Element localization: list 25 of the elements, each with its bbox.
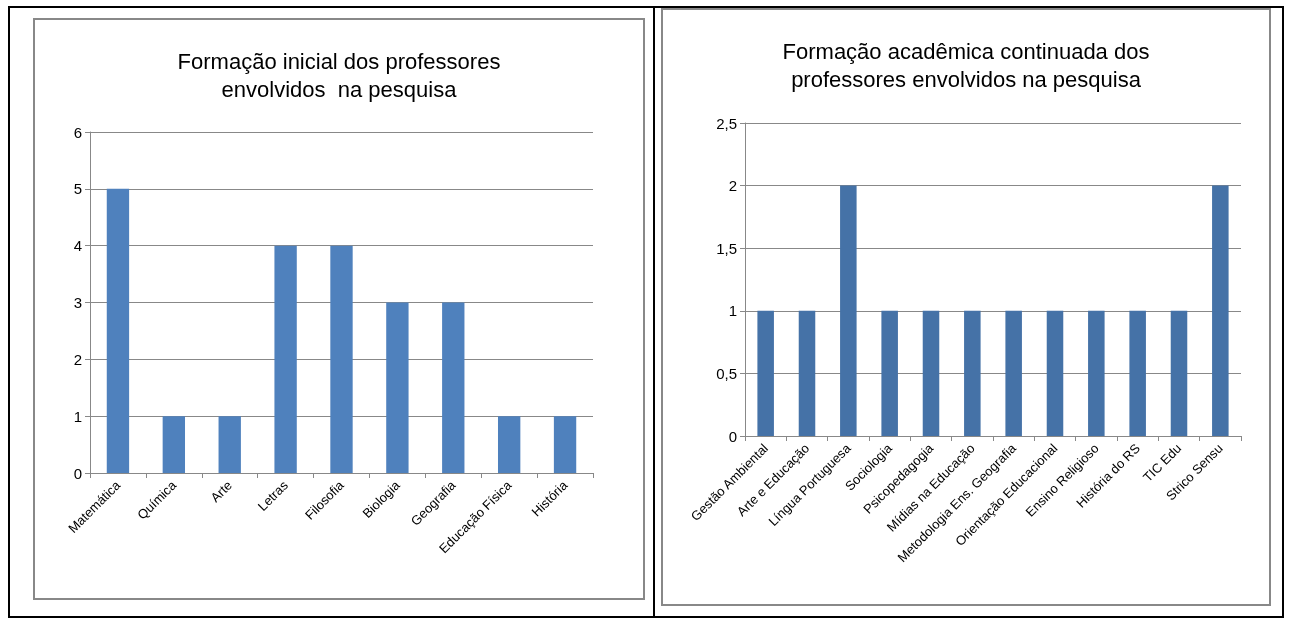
y-tick-label: 4: [73, 237, 82, 255]
bar: [218, 416, 241, 473]
chart-title: Formação inicial dos professores envolvidos na pesquisa: [177, 48, 501, 102]
bar: [330, 245, 353, 473]
y-tick-label: 5: [73, 180, 82, 198]
x-tick-label: Arte: [207, 477, 236, 506]
y-tick-label: 2,5: [716, 114, 737, 132]
bar: [274, 245, 297, 473]
bar: [106, 188, 130, 473]
y-tick-label: 1: [728, 302, 737, 320]
bar: [497, 416, 521, 473]
y-tick-label: 2: [73, 350, 82, 368]
chart-title: Formação acadêmica continuada dos professores envolvidos na pesquisa: [782, 38, 1150, 92]
y-tick-label: 0,5: [716, 364, 737, 382]
y-tick-label: 6: [73, 123, 82, 141]
bar: [386, 302, 409, 473]
bar: [442, 302, 465, 473]
y-tick-label: 1: [73, 407, 82, 425]
y-tick-label: 3: [73, 294, 82, 311]
bar: [553, 416, 577, 473]
y-tick-label: 2: [728, 177, 737, 195]
y-tick-label: 0: [73, 464, 82, 482]
y-tick-label: 1,5: [716, 239, 737, 257]
y-tick-label: 0: [728, 427, 737, 445]
bar: [162, 416, 186, 473]
